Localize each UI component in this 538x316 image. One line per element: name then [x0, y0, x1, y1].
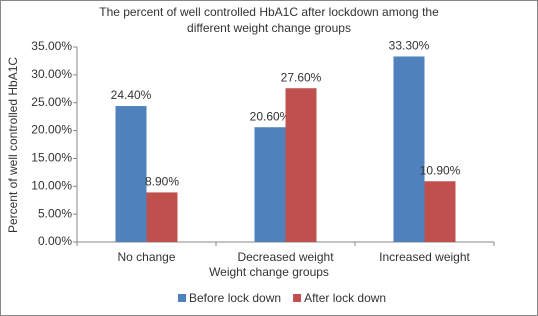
value-label: 8.90%: [145, 175, 179, 189]
y-tick-label: 25.00%: [31, 95, 72, 109]
legend-label: Before lock down: [189, 291, 281, 305]
value-label: 33.30%: [389, 39, 430, 53]
legend-swatch: [178, 294, 186, 302]
y-axis-label: Percent of well controlled HbA1C: [6, 57, 20, 233]
value-label: 27.60%: [281, 70, 322, 84]
y-tick-label: 10.00%: [31, 178, 72, 192]
x-tick-label: Increased weight: [379, 250, 470, 264]
bar: [146, 192, 178, 242]
legend-label: After lock down: [304, 291, 386, 305]
y-tick-label: 15.00%: [31, 151, 72, 165]
value-label: 20.60%: [250, 109, 291, 123]
y-tick-label: 35.00%: [31, 39, 72, 53]
x-tick-label: Decreased weight: [237, 250, 334, 264]
x-tick-label: No change: [117, 250, 175, 264]
y-tick-label: 30.00%: [31, 67, 72, 81]
y-tick-label: 20.00%: [31, 123, 72, 137]
bar: [285, 88, 317, 242]
bar: [254, 127, 286, 242]
chart-title: different weight change groups: [187, 21, 351, 35]
value-label: 10.90%: [420, 163, 461, 177]
bar: [115, 106, 147, 242]
y-tick-label: 0.00%: [38, 234, 72, 248]
x-axis-label: Weight change groups: [209, 265, 329, 279]
y-tick-label: 5.00%: [38, 206, 72, 220]
value-label: 24.40%: [111, 88, 152, 102]
bar: [424, 181, 456, 242]
bar: [393, 56, 425, 242]
legend-swatch: [293, 294, 302, 302]
chart-title: The percent of well controlled HbA1C aft…: [99, 5, 439, 19]
